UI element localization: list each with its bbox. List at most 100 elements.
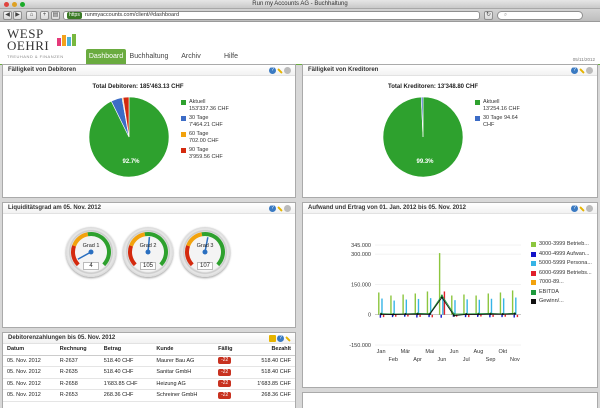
bar[interactable] (478, 299, 481, 315)
company-logo[interactable]: WESP OEHRI TREUHAND & FINANZEN (7, 27, 77, 59)
series-point[interactable] (489, 313, 492, 316)
bar[interactable] (419, 314, 421, 317)
info-icon[interactable]: ? (269, 67, 276, 74)
series-point[interactable] (416, 313, 419, 316)
tab-hilfe[interactable]: Hilfe (223, 53, 238, 60)
bar[interactable] (451, 295, 453, 315)
legend-item[interactable]: 30 Tage 7'464.21 CHF (181, 115, 251, 128)
series-point[interactable] (440, 294, 443, 297)
column-header[interactable]: Betrag (99, 344, 153, 356)
legend-item[interactable]: 4000-4999 Aufwan... (531, 251, 595, 258)
legend-item[interactable]: 7000-89... (531, 279, 595, 286)
bar[interactable] (429, 298, 432, 315)
bar[interactable] (492, 314, 494, 317)
share-icon[interactable]: ⌂ (26, 11, 37, 20)
legend-item[interactable]: Aktuell 13'254.16 CHF (475, 99, 545, 112)
bar[interactable] (440, 314, 442, 318)
bar[interactable] (489, 314, 491, 318)
legend-item[interactable]: EBITDA (531, 289, 595, 296)
series-point[interactable] (501, 313, 504, 316)
add-tab-button[interactable]: + (40, 11, 49, 20)
bar[interactable] (443, 291, 446, 315)
bar[interactable] (431, 314, 433, 318)
bar[interactable] (515, 297, 517, 315)
bar[interactable] (468, 314, 470, 318)
tab-dashboard[interactable]: Dashboard (86, 49, 126, 64)
bar[interactable] (382, 314, 385, 318)
close-panel-icon[interactable] (284, 205, 291, 212)
bar[interactable] (405, 299, 408, 315)
legend-item[interactable]: 90 Tage 3'959.56 CHF (181, 147, 251, 160)
minimize-window-icon[interactable] (12, 2, 17, 7)
search-input[interactable]: ⌕ (497, 11, 583, 20)
legend-item[interactable]: Gewinn/... (531, 298, 595, 305)
info-icon[interactable]: ? (571, 205, 578, 212)
close-panel-icon[interactable] (586, 67, 593, 74)
bar[interactable] (513, 314, 515, 318)
pie-slice[interactable] (420, 96, 424, 138)
tab-archiv[interactable]: Archiv (181, 53, 201, 60)
address-bar[interactable]: https runmyaccounts.com/client/#dashboard (63, 11, 480, 20)
bar[interactable] (487, 293, 489, 315)
bar[interactable] (402, 294, 404, 315)
export-icon[interactable] (269, 335, 276, 342)
edit-icon[interactable] (579, 68, 585, 74)
edit-icon[interactable] (277, 68, 283, 74)
bar[interactable] (490, 298, 493, 315)
reload-button[interactable]: ↻ (484, 11, 493, 20)
column-header[interactable]: Fällig (214, 344, 243, 356)
bar[interactable] (516, 314, 519, 318)
bar[interactable] (393, 300, 395, 315)
column-header[interactable]: Datum (3, 344, 56, 356)
series-point[interactable] (404, 313, 407, 316)
bar[interactable] (426, 291, 429, 315)
bar[interactable] (390, 295, 392, 315)
bar[interactable] (438, 253, 441, 315)
table-row[interactable]: 05. Nov. 2012 R-2635 518.40 CHF Sanitar Gmb… (3, 366, 295, 379)
bar[interactable] (442, 296, 444, 315)
table-row[interactable]: 05. Nov. 2012 R-2637 518.40 CHF Maurer Bau … (3, 355, 295, 367)
bar[interactable] (379, 314, 382, 318)
bar[interactable] (475, 295, 477, 315)
table-row[interactable]: 05. Nov. 2012 R-2653 268.36 CHF Schreiner G… (3, 389, 295, 402)
series-point[interactable] (477, 313, 480, 316)
tab-buchhaltung[interactable]: Buchhaltung (129, 53, 169, 60)
legend-item[interactable]: Aktuell 153'337.36 CHF (181, 99, 251, 112)
zoom-window-icon[interactable] (20, 2, 25, 7)
series-point[interactable] (428, 313, 431, 316)
reader-icon[interactable]: ▤ (51, 11, 60, 20)
close-window-icon[interactable] (4, 2, 9, 7)
bar[interactable] (428, 314, 430, 318)
bar[interactable] (466, 299, 468, 315)
bar[interactable] (499, 292, 502, 315)
bar[interactable] (404, 314, 406, 317)
bar[interactable] (477, 314, 479, 317)
edit-icon[interactable] (579, 206, 585, 212)
bar[interactable] (414, 293, 416, 315)
bar[interactable] (501, 314, 503, 318)
bar[interactable] (407, 314, 409, 317)
bar[interactable] (480, 314, 482, 317)
series-point[interactable] (380, 313, 383, 316)
bar[interactable] (511, 290, 514, 315)
bar[interactable] (504, 314, 506, 317)
legend-item[interactable]: 3000-3999 Betrieb... (531, 241, 595, 248)
legend-item[interactable]: 60 Tage 702.00 CHF (181, 131, 251, 144)
bar[interactable] (378, 292, 380, 315)
bar[interactable] (395, 314, 397, 317)
column-header[interactable]: Kunde (152, 344, 215, 356)
legend-item[interactable]: 5000-5999 Persona... (531, 260, 595, 267)
legend-item[interactable]: 6000-6999 Betriebs... (531, 270, 595, 277)
table-row[interactable]: 05. Nov. 2012 R-2658 1'683.85 CHF Heizung A… (3, 378, 295, 390)
series-point[interactable] (453, 314, 456, 317)
back-button[interactable]: ◀ (3, 11, 12, 20)
legend-item[interactable]: 30 Tage 94.64 CHF (475, 115, 545, 128)
edit-icon[interactable] (285, 336, 291, 342)
bar[interactable] (454, 300, 456, 315)
pie-slice[interactable] (122, 96, 130, 138)
series-point[interactable] (465, 313, 468, 316)
series-point[interactable] (440, 296, 443, 299)
forward-button[interactable]: ▶ (13, 11, 22, 20)
bar[interactable] (381, 298, 383, 315)
edit-icon[interactable] (277, 206, 283, 212)
